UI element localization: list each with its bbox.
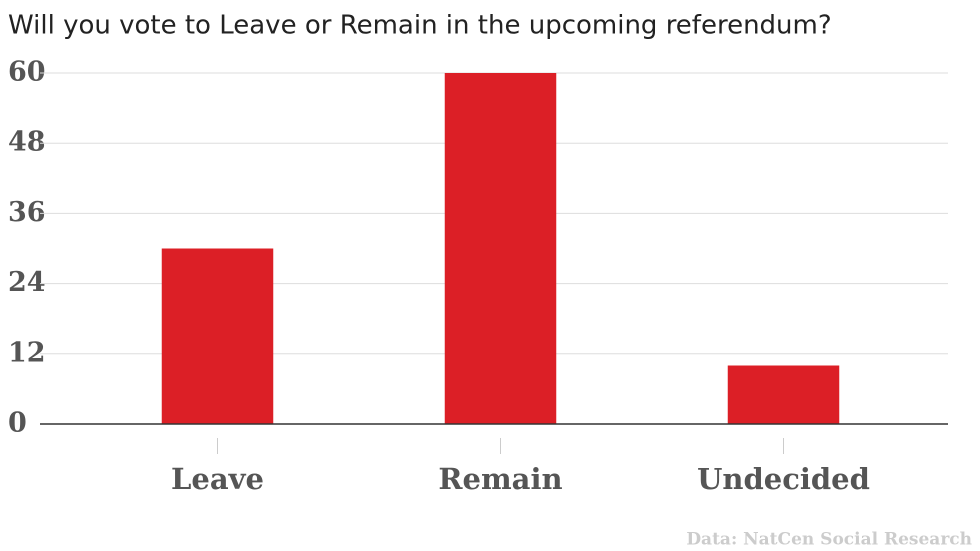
y-tick-label: 24 [8, 267, 46, 298]
y-tick-label: 0 [8, 408, 27, 439]
x-tick-label: Leave [171, 462, 264, 496]
source: Data: NatCen Social Research [686, 530, 972, 550]
y-tick-label: 60 [8, 57, 46, 88]
y-tick-label: 36 [8, 197, 46, 228]
x-tick-label: Undecided [697, 462, 870, 496]
chart-title: Will you vote to Leave or Remain in the … [8, 11, 832, 41]
bar [444, 73, 557, 424]
y-tick-label: 48 [8, 127, 46, 158]
y-tick-label: 12 [8, 337, 46, 368]
bar [727, 365, 840, 424]
bar [161, 248, 274, 424]
x-tick-label: Remain [438, 462, 562, 496]
